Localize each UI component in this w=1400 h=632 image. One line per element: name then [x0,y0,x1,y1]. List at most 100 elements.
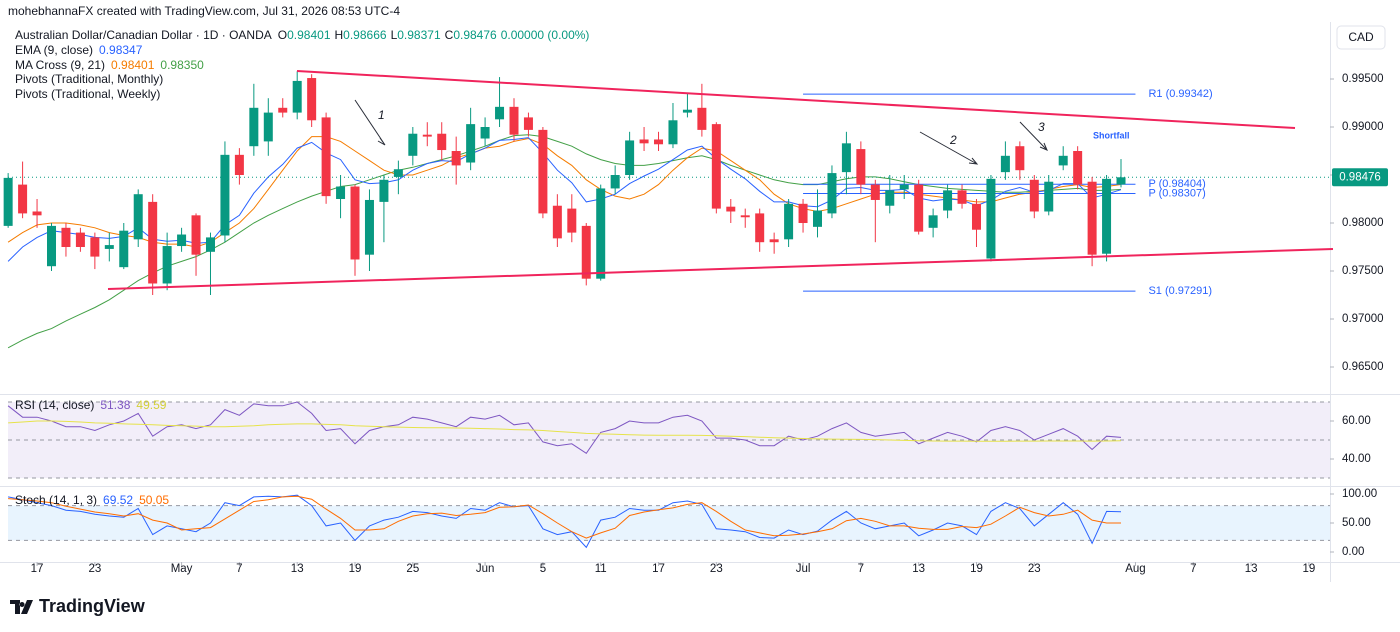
candle-body [307,78,317,121]
candle-body [205,237,215,252]
ohlc-value: 0.98371 [397,28,441,42]
ohlc-letter: O [278,28,287,42]
candle-body [119,230,129,268]
candle-body [321,117,331,197]
x-tick-label: 7 [858,563,864,575]
lower-trendline [107,248,1334,290]
legend-name: RSI (14, close) [15,398,94,412]
x-tick-label: 7 [1190,563,1196,575]
arrow [1019,121,1048,151]
candle-body [639,139,649,144]
candle-body [32,211,42,216]
candle-body [177,234,187,247]
currency-button[interactable] [1336,25,1386,50]
last-price-label: 0.98476 [1339,171,1381,183]
candle-body [610,175,620,189]
legend-value: 50.05 [139,493,169,507]
y-tick-label: 0.99500 [1342,73,1384,85]
legend-name: EMA (9, close) [15,43,93,57]
candle-body [90,237,100,257]
candle-body [841,143,851,173]
candle-body [711,124,721,209]
candle-body [523,117,533,130]
indicator-line [8,495,1121,539]
candle-body [856,149,866,185]
band-fill [8,402,1330,479]
candle-body [1044,181,1054,212]
candle-body [1029,179,1039,212]
legend-ma: MA Cross (9, 21) 0.98401 0.98350 [15,58,204,72]
x-tick-label: 19 [970,563,983,575]
candle-body [1000,155,1010,173]
y-tick-label: 0.98000 [1342,217,1384,229]
x-tick-label: 23 [88,563,101,575]
candle-body [899,184,909,190]
x-tick-label: 19 [349,563,362,575]
candle-body [971,203,981,230]
candle-body [133,194,143,240]
candle-body [278,107,288,113]
candle-body [581,225,591,279]
legend-value: 49.59 [136,398,166,412]
candle-body [162,246,172,284]
candle-body [364,199,374,255]
x-tick-label: 25 [406,563,419,575]
ohlc-letter: H [335,28,344,42]
candle-body [191,215,201,255]
candle-body [249,107,259,147]
ohlc-value: 0.98401 [287,28,331,42]
candle-body [552,205,562,239]
candle-body [740,215,750,218]
candle-body [682,109,692,113]
candle-body [263,112,273,142]
candle-body [451,151,461,166]
pivot-label: R1 (0.99342) [1148,88,1212,100]
x-tick-label: Jun [476,563,495,575]
candle-body [654,139,664,145]
y-tick-label: 50.00 [1342,517,1371,529]
candle-body [75,232,85,248]
legend-pivots: Pivots (Traditional, Weekly) [15,87,160,101]
candle-body [827,173,837,214]
symbol: Australian Dollar/Canadian Dollar · 1D ·… [15,28,272,42]
x-tick-label: 13 [912,563,925,575]
legend-ema: EMA (9, close) 0.98347 [15,43,143,57]
candle-body [379,179,389,202]
y-tick-label: 0.00 [1342,546,1364,558]
arrows [354,99,1048,165]
annotation: 3 [1038,120,1045,134]
logo-mark [10,600,33,614]
candle-body [914,184,924,232]
candle-body [509,106,519,135]
candle-body [47,225,57,267]
last-price-tag [1332,168,1388,187]
y-tick-label: 100.00 [1342,488,1377,500]
logo: TradingView [10,596,146,616]
x-tick-label: Jul [796,563,811,575]
legend-value: 51.38 [100,398,130,412]
candle-body [234,154,244,176]
candle-body [1073,151,1083,185]
indicator-line [7,401,1122,454]
annotation: 1 [378,108,385,122]
candle-body [1015,146,1025,171]
candle-body [784,203,794,240]
pivot-label: P (0.98404) [1148,178,1205,190]
currency[interactable]: CAD [1348,30,1374,44]
ohlc-value: 0.98476 [453,28,497,42]
candle-body [1102,178,1112,254]
indicator-line [8,494,1122,549]
candle-body [18,184,28,214]
indicator-line [7,134,1122,349]
candle-body [148,201,158,284]
candle-body [393,169,403,177]
x-tick-label: 17 [652,563,665,575]
candle-body [885,190,895,206]
candle-body [1116,177,1126,185]
candle-body [437,133,447,151]
candle-body [928,215,938,228]
x-tick-label: 5 [540,563,546,575]
candle-body [870,184,880,200]
